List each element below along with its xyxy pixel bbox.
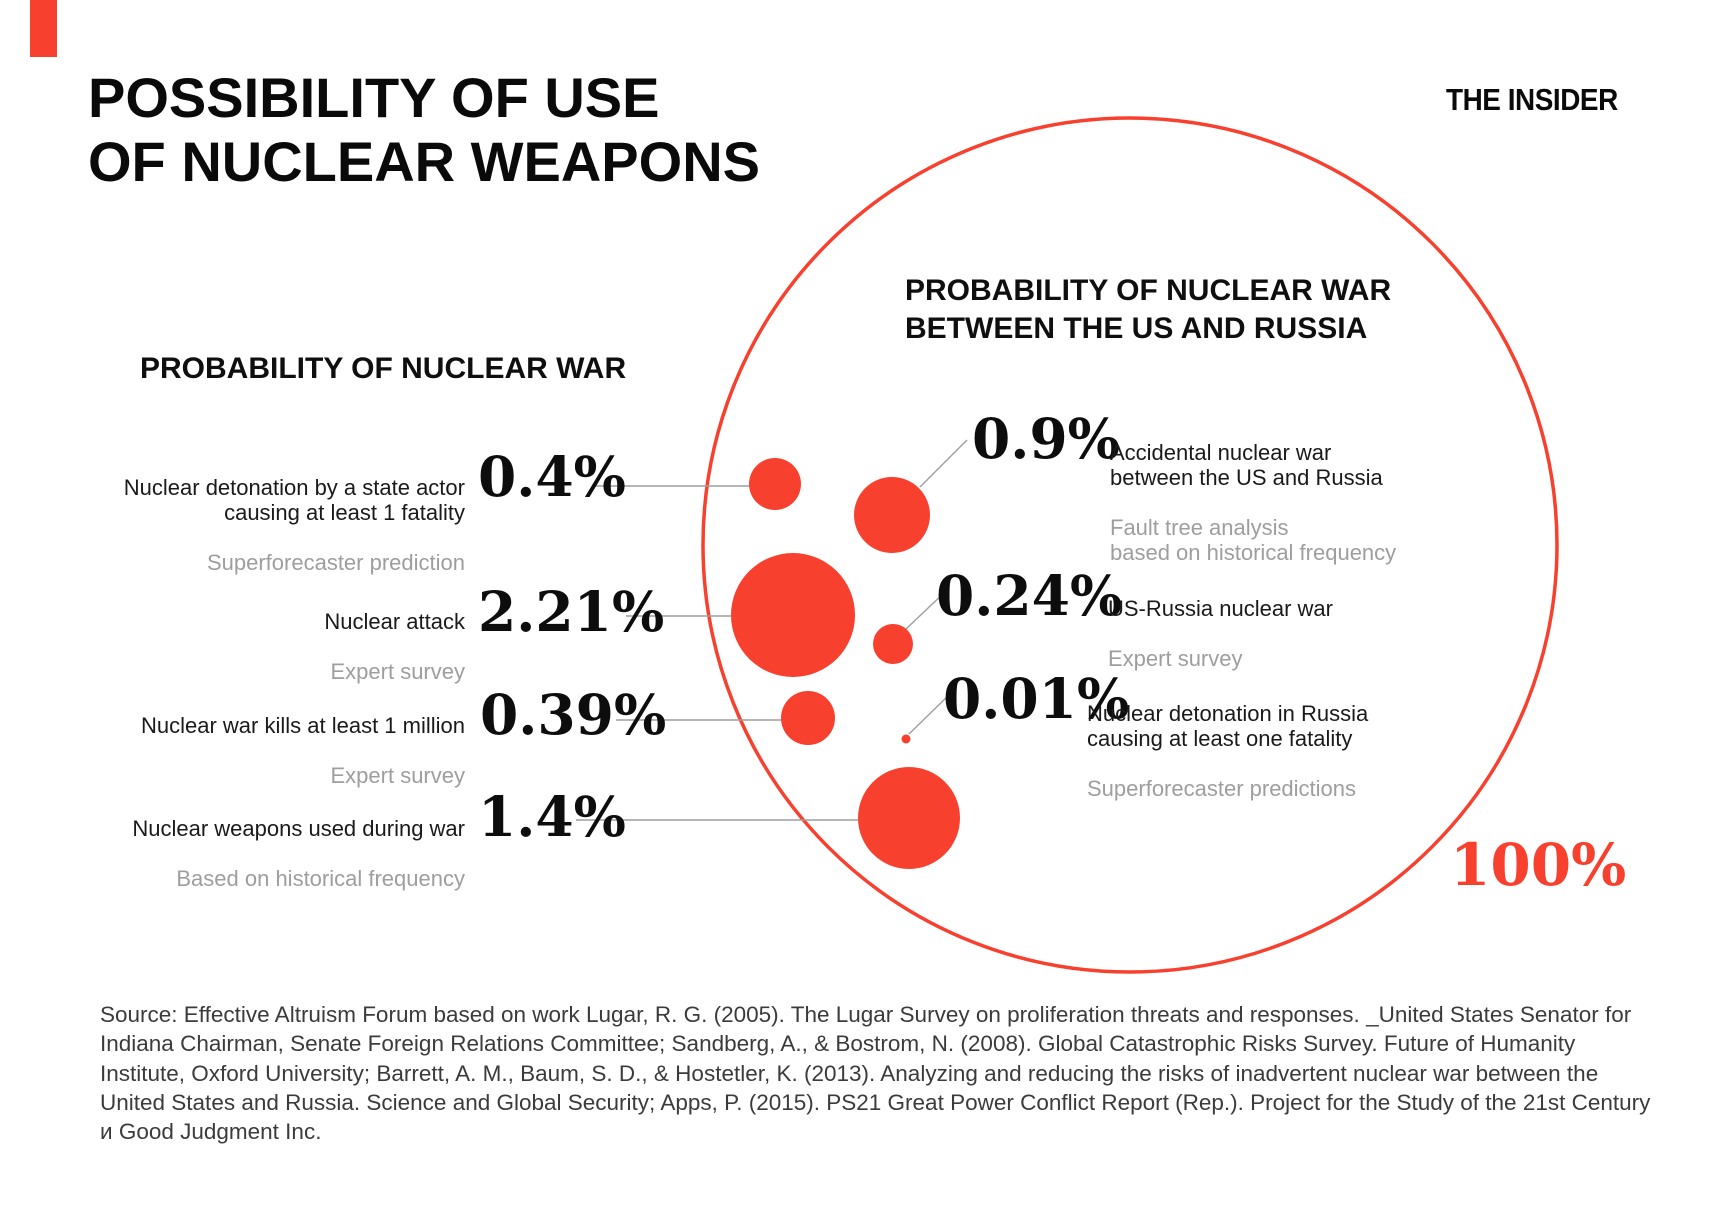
right-section-heading: PROBABILITY OF NUCLEAR WAR BETWEEN THE U… xyxy=(905,274,1392,345)
left-item-1-pct: 0.4% xyxy=(478,444,626,509)
bubble-0-39pct xyxy=(781,691,835,745)
reference-circle-100pct xyxy=(701,116,1559,974)
right-item-2-label: US-Russia nuclear war xyxy=(1108,596,1333,621)
left-item-2-method: Expert survey xyxy=(330,659,466,684)
left-item-2-label: Nuclear attack xyxy=(324,609,465,634)
right-item-2: US-Russia nuclear war Expert survey xyxy=(1108,571,1333,696)
left-section-heading: PROBABILITY OF NUCLEAR WAR xyxy=(140,352,627,385)
left-item-3-method: Expert survey xyxy=(330,763,466,788)
bubble-0-24pct xyxy=(873,624,913,664)
leader-line-0-24pct xyxy=(905,590,947,630)
right-item-3: Nuclear detonation in Russia causing at … xyxy=(1087,676,1368,826)
left-item-3-label: Nuclear war kills at least 1 million xyxy=(141,713,465,738)
right-item-3-label: Nuclear detonation in Russia causing at … xyxy=(1087,701,1369,751)
left-item-1: Nuclear detonation by a state actor caus… xyxy=(124,450,465,600)
right-item-3-method: Superforecaster predictions xyxy=(1087,776,1357,801)
leader-line-0-01pct xyxy=(908,694,950,735)
bubble-0-9pct xyxy=(854,477,930,553)
right-item-1-label: Accidental nuclear war between the US an… xyxy=(1110,440,1383,490)
left-item-3: Nuclear war kills at least 1 million Exp… xyxy=(141,688,465,813)
brand-corner-mark xyxy=(30,0,57,57)
source-text: Source: Effective Altruism Forum based o… xyxy=(100,1002,1651,1144)
left-item-1-label: Nuclear detonation by a state actor caus… xyxy=(123,475,465,525)
right-item-2-method: Expert survey xyxy=(1108,646,1243,671)
bubble-2-21pct xyxy=(731,553,855,677)
bubble-0-01pct xyxy=(901,734,911,744)
bubble-0-4pct xyxy=(749,458,801,510)
right-item-3-pct: 0.01% xyxy=(943,666,1130,731)
left-item-2-pct: 2.21% xyxy=(478,579,665,644)
total-100pct-label: 100% xyxy=(1450,831,1627,899)
right-item-1-method: Fault tree analysis based on historical … xyxy=(1110,515,1397,565)
right-item-2-pct: 0.24% xyxy=(936,563,1123,628)
right-item-1: Accidental nuclear war between the US an… xyxy=(1110,415,1396,590)
left-item-1-method: Superforecaster prediction xyxy=(206,550,465,575)
page-title: POSSIBILITY OF USE OF NUCLEAR WEAPONS xyxy=(88,66,760,193)
left-item-4-pct: 1.4% xyxy=(478,784,626,849)
left-item-4: Nuclear weapons used during war Based on… xyxy=(132,791,465,916)
right-item-1-pct: 0.9% xyxy=(972,406,1120,471)
left-item-2: Nuclear attack Expert survey xyxy=(324,584,465,709)
the-insider-logo: THE INSIDER xyxy=(1446,82,1618,117)
left-item-3-pct: 0.39% xyxy=(480,682,667,747)
bubble-1-4pct xyxy=(858,767,960,869)
left-item-4-method: Based on historical frequency xyxy=(176,866,465,891)
left-item-4-label: Nuclear weapons used during war xyxy=(132,816,465,841)
leader-line-0-9pct xyxy=(919,439,968,488)
